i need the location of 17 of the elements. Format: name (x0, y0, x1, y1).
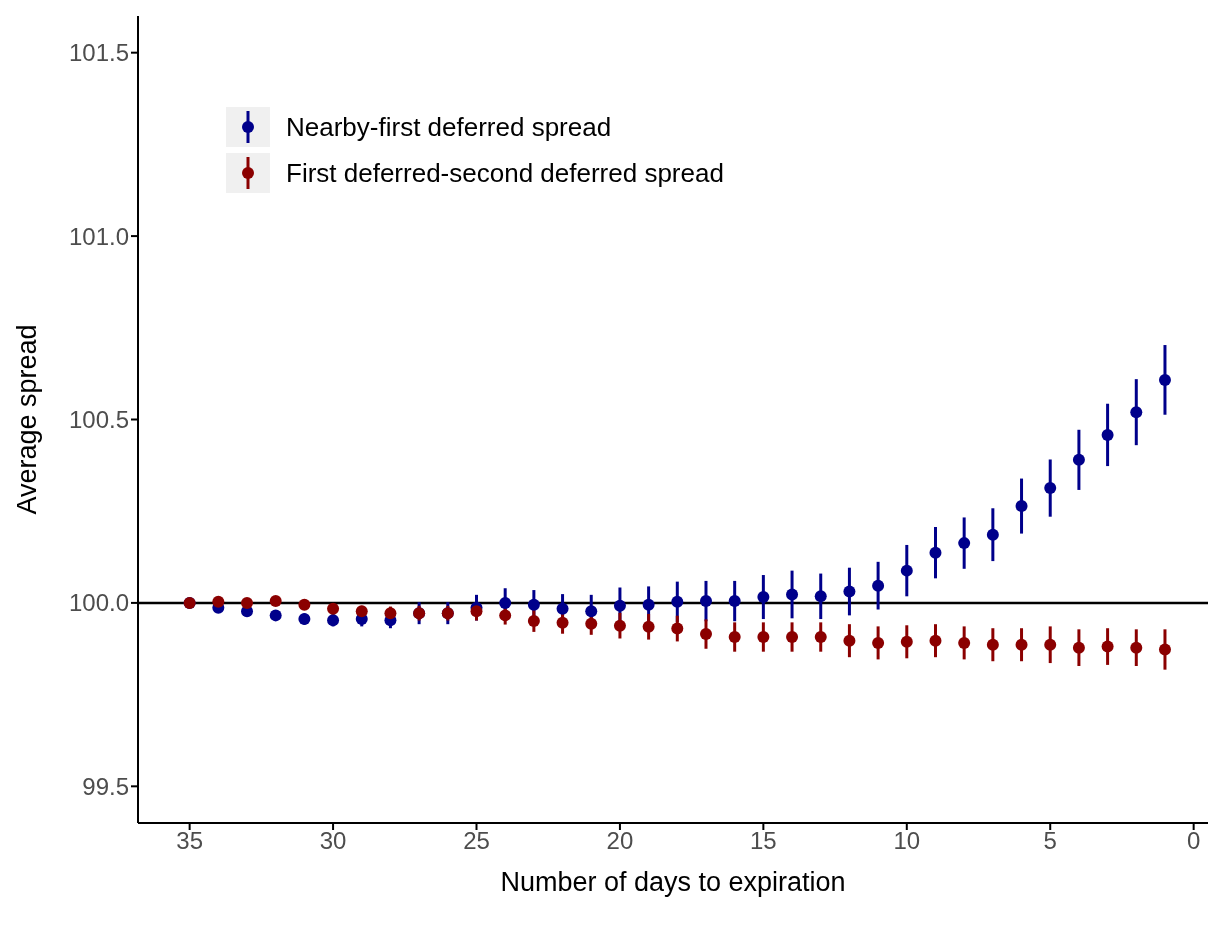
y-tick-label: 101.5 (68, 39, 129, 67)
x-tick-label: 30 (319, 827, 347, 855)
y-tick-label: 101.0 (68, 222, 129, 250)
x-axis-title: Number of days to expiration (500, 867, 846, 897)
y-tick-label: 100.5 (68, 406, 129, 434)
y-tick-label: 99.5 (82, 772, 129, 800)
x-tick-label: 15 (750, 827, 777, 855)
x-tick-label: 5 (1043, 827, 1057, 855)
legend-label: First deferred-second deferred spread (286, 157, 724, 189)
x-tick-label: 25 (463, 827, 490, 855)
y-tick-label: 100.0 (68, 589, 129, 617)
x-tick-label: 35 (176, 827, 203, 855)
x-tick-label: 20 (606, 827, 634, 855)
legend-label: Nearby-first deferred spread (286, 111, 612, 143)
x-tick-label: 0 (1186, 827, 1201, 855)
y-axis-title: Average spread (11, 324, 42, 515)
x-tick-label: 10 (893, 827, 921, 855)
